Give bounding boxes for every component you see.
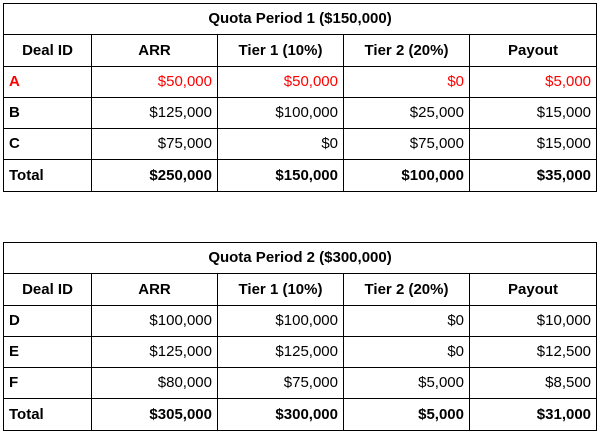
payout-cell: $10,000 [468,305,598,337]
arr-cell: $75,000 [91,128,218,160]
header-row: Deal ID ARR Tier 1 (10%) Tier 2 (20%) Pa… [3,34,598,67]
tier-2-cell: $75,000 [343,128,470,160]
total-arr-cell: $250,000 [91,159,218,192]
table-row: E $125,000 $125,000 $0 $12,500 [3,336,598,368]
table-row: F $80,000 $75,000 $5,000 $8,500 [3,367,598,399]
total-label: Total [3,398,92,431]
tier-1-cell: $125,000 [217,336,344,368]
column-header-deal-id: Deal ID [3,273,92,306]
total-row: Total $305,000 $300,000 $5,000 $31,000 [3,398,598,431]
tier-2-cell: $25,000 [343,97,470,129]
deal-id-cell: D [3,305,92,337]
total-tier-2-cell: $100,000 [343,159,470,192]
column-header-arr: ARR [91,34,218,67]
deal-id-cell: B [3,97,92,129]
table-row: B $125,000 $100,000 $25,000 $15,000 [3,97,598,129]
payout-cell: $15,000 [468,128,598,160]
total-tier-1-cell: $300,000 [217,398,344,431]
deal-id-cell: F [3,367,92,399]
column-header-tier-2: Tier 2 (20%) [343,273,470,306]
header-row: Deal ID ARR Tier 1 (10%) Tier 2 (20%) Pa… [3,273,598,306]
payout-cell: $5,000 [468,66,598,98]
column-header-arr: ARR [91,273,218,306]
deal-id-cell: E [3,336,92,368]
total-arr-cell: $305,000 [91,398,218,431]
total-payout-cell: $35,000 [468,159,598,192]
tier-2-cell: $0 [343,66,470,98]
table-title: Quota Period 2 ($300,000) [2,242,598,274]
quota-period-2-table: Quota Period 2 ($300,000) Deal ID ARR Ti… [2,242,598,431]
title-row: Quota Period 1 ($150,000) [2,3,598,35]
tier-1-cell: $75,000 [217,367,344,399]
tier-1-cell: $100,000 [217,305,344,337]
column-header-tier-1: Tier 1 (10%) [217,273,344,306]
column-header-tier-2: Tier 2 (20%) [343,34,470,67]
arr-cell: $100,000 [91,305,218,337]
table-row: C $75,000 $0 $75,000 $15,000 [3,128,598,160]
arr-cell: $50,000 [91,66,218,98]
deal-id-cell: C [3,128,92,160]
total-row: Total $250,000 $150,000 $100,000 $35,000 [3,159,598,192]
column-header-payout: Payout [468,273,598,306]
tier-2-cell: $0 [343,305,470,337]
tier-1-cell: $100,000 [217,97,344,129]
payout-cell: $15,000 [468,97,598,129]
payout-cell: $8,500 [468,367,598,399]
total-label: Total [3,159,92,192]
table-title: Quota Period 1 ($150,000) [2,3,598,35]
arr-cell: $125,000 [91,336,218,368]
payout-cell: $12,500 [468,336,598,368]
quota-period-1-table: Quota Period 1 ($150,000) Deal ID ARR Ti… [2,3,598,192]
total-payout-cell: $31,000 [468,398,598,431]
tier-2-cell: $5,000 [343,367,470,399]
arr-cell: $80,000 [91,367,218,399]
deal-id-cell: A [3,66,92,98]
column-header-deal-id: Deal ID [3,34,92,67]
tier-1-cell: $0 [217,128,344,160]
tier-2-cell: $0 [343,336,470,368]
column-header-tier-1: Tier 1 (10%) [217,34,344,67]
tier-1-cell: $50,000 [217,66,344,98]
title-row: Quota Period 2 ($300,000) [2,242,598,274]
arr-cell: $125,000 [91,97,218,129]
table-row: D $100,000 $100,000 $0 $10,000 [3,305,598,337]
total-tier-2-cell: $5,000 [343,398,470,431]
total-tier-1-cell: $150,000 [217,159,344,192]
table-row: A $50,000 $50,000 $0 $5,000 [3,66,598,98]
column-header-payout: Payout [468,34,598,67]
